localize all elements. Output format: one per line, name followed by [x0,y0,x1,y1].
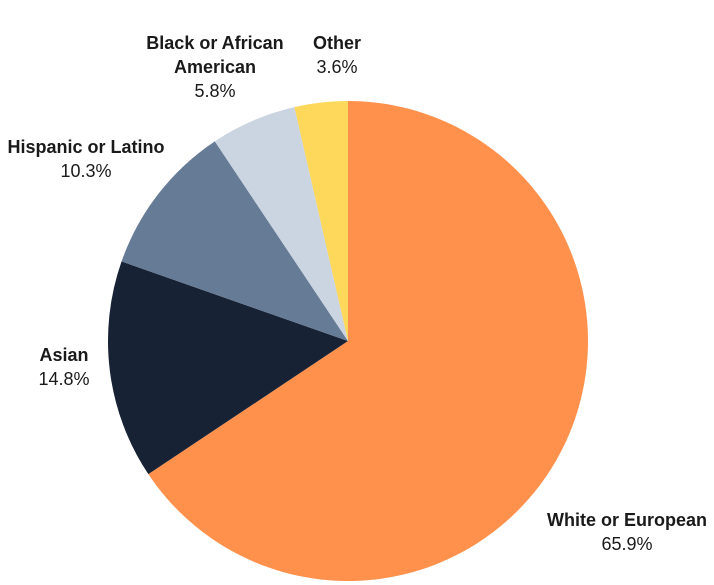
slice-label: Asian 14.8% [38,345,89,389]
slice-value-label: 14.8% [38,369,89,389]
slice-category-label: Black or African [146,33,283,53]
slice-label: Other 3.6% [313,33,361,77]
pie-slice-other [294,101,348,341]
slice-category-label: White or European [547,510,707,530]
pie-slice-black-or-african-american [214,107,348,341]
slice-label: Black or African American 5.8% [146,33,283,101]
slice-value-label: 5.8% [194,81,235,101]
slice-label: Hispanic or Latino 10.3% [7,137,164,181]
pie-labels: White or European 65.9% Asian 14.8% Hispanic… [7,33,707,554]
slice-category-label: Hispanic or Latino [7,137,164,157]
pie-slice-hispanic-or-latino [121,141,348,341]
slice-value-label: 3.6% [316,57,357,77]
pie-slice-white-or-european [148,101,588,581]
slice-value-label: 65.9% [601,534,652,554]
slice-label: White or European 65.9% [547,510,707,554]
slice-category-label: Other [313,33,361,53]
pie-slices [107,101,588,581]
slice-category-label: American [174,57,256,77]
pie-slice-asian [107,261,348,475]
slice-category-label: Asian [39,345,88,365]
slice-value-label: 10.3% [60,161,111,181]
